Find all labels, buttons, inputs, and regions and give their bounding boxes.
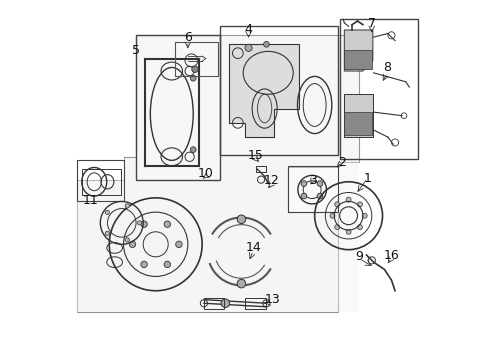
Text: 10: 10 [198, 167, 214, 180]
Circle shape [346, 197, 351, 202]
Text: 2: 2 [339, 156, 346, 168]
Circle shape [358, 202, 363, 207]
Text: 4: 4 [245, 23, 252, 36]
Bar [220, 26, 338, 155]
Bar [77, 160, 123, 202]
Circle shape [330, 213, 335, 218]
Circle shape [335, 225, 340, 230]
Bar [245, 298, 267, 309]
Polygon shape [229, 44, 298, 137]
Circle shape [301, 181, 307, 186]
Text: 8: 8 [383, 61, 391, 74]
Polygon shape [344, 94, 373, 137]
Text: 1: 1 [364, 172, 371, 185]
Bar [256, 166, 267, 172]
Text: 16: 16 [384, 248, 399, 261]
Circle shape [190, 147, 196, 153]
Text: 9: 9 [355, 250, 363, 263]
Circle shape [164, 221, 171, 228]
Text: 7: 7 [368, 17, 376, 30]
Circle shape [190, 75, 196, 81]
Circle shape [346, 229, 351, 234]
Text: 11: 11 [83, 194, 98, 207]
Polygon shape [77, 35, 359, 312]
Circle shape [138, 221, 142, 225]
Text: 6: 6 [184, 31, 192, 44]
Bar [204, 298, 223, 309]
Circle shape [105, 231, 109, 235]
Bar [175, 42, 218, 76]
Polygon shape [344, 50, 372, 69]
Circle shape [301, 193, 307, 199]
Circle shape [335, 202, 340, 207]
Polygon shape [344, 30, 373, 71]
Text: 5: 5 [132, 44, 140, 57]
Circle shape [176, 241, 182, 248]
Text: 12: 12 [264, 174, 280, 187]
Circle shape [125, 238, 129, 242]
Circle shape [141, 221, 147, 228]
Bar [288, 166, 338, 212]
Circle shape [358, 225, 363, 230]
Circle shape [237, 279, 245, 288]
Text: 3: 3 [309, 174, 317, 186]
Circle shape [141, 261, 147, 267]
Circle shape [125, 204, 129, 208]
Circle shape [129, 241, 136, 248]
Circle shape [362, 213, 367, 218]
Circle shape [237, 215, 245, 224]
Circle shape [221, 299, 230, 307]
Circle shape [192, 66, 198, 72]
Text: 15: 15 [248, 149, 264, 162]
Circle shape [317, 193, 323, 199]
Polygon shape [77, 158, 359, 312]
Polygon shape [344, 112, 372, 135]
Bar [340, 19, 418, 158]
Circle shape [317, 181, 323, 186]
Circle shape [264, 41, 270, 47]
Circle shape [105, 210, 109, 215]
Text: 13: 13 [265, 293, 281, 306]
Circle shape [164, 261, 171, 267]
Bar [82, 168, 121, 195]
Bar [136, 35, 220, 180]
Circle shape [245, 44, 252, 51]
Text: 14: 14 [245, 241, 261, 255]
